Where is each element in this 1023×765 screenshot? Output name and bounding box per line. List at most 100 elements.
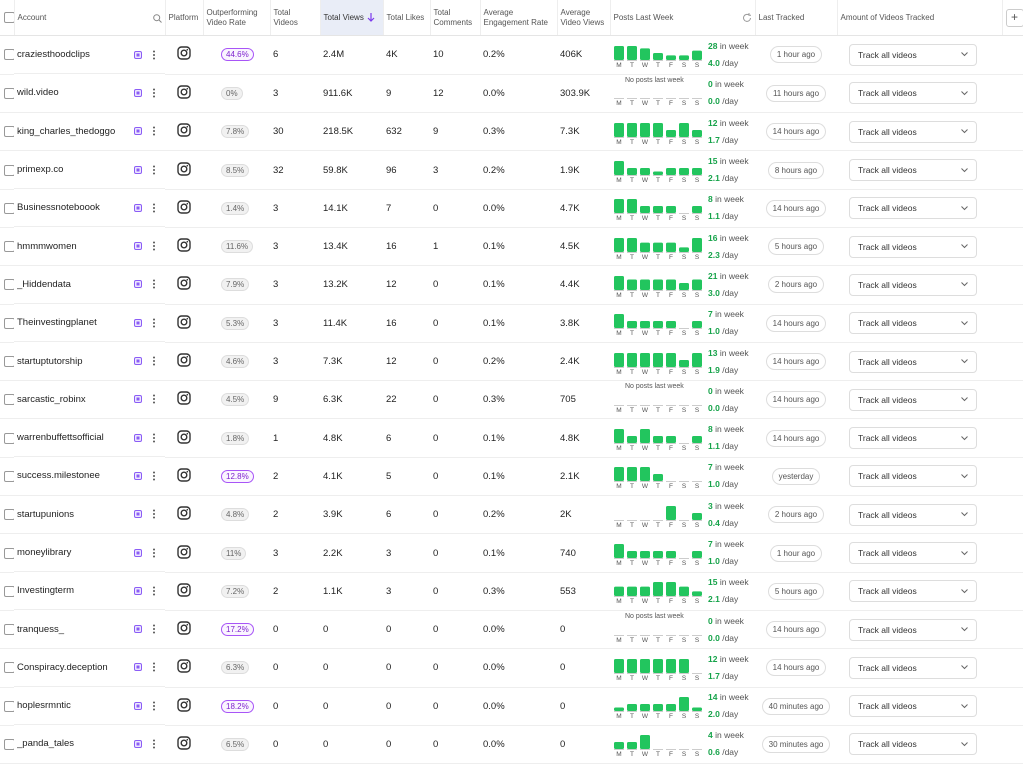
row-checkbox[interactable] xyxy=(4,87,14,99)
column-header[interactable]: Account xyxy=(14,0,166,36)
sort-arrow[interactable] xyxy=(367,12,375,22)
tag-icon[interactable] xyxy=(134,242,142,251)
instagram-icon[interactable] xyxy=(177,544,191,559)
more-menu[interactable] xyxy=(152,471,156,481)
account-name[interactable]: sarcastic_robinx xyxy=(17,393,86,405)
more-menu[interactable] xyxy=(152,318,156,328)
more-menu[interactable] xyxy=(152,165,156,175)
account-name[interactable]: primexp.co xyxy=(17,164,64,176)
tracking-dropdown[interactable]: Track all videos xyxy=(849,312,977,335)
instagram-icon[interactable] xyxy=(177,315,191,329)
tracking-dropdown[interactable]: Track all videos xyxy=(849,733,977,756)
row-checkbox[interactable] xyxy=(4,624,14,636)
column-header[interactable]: Total Views xyxy=(320,0,384,36)
instagram-icon[interactable] xyxy=(177,85,191,99)
instagram-icon[interactable] xyxy=(177,123,191,137)
tracking-dropdown[interactable]: Track all videos xyxy=(849,159,977,182)
account-name[interactable]: Theinvestingplanet xyxy=(17,317,97,329)
more-menu[interactable] xyxy=(152,739,156,749)
account-name[interactable]: moneylibrary xyxy=(17,547,72,558)
tracking-dropdown[interactable]: Track all videos xyxy=(849,427,977,450)
tracking-dropdown[interactable]: Track all videos xyxy=(849,618,977,641)
tracking-dropdown[interactable]: Track all videos xyxy=(849,350,977,373)
instagram-icon[interactable] xyxy=(177,736,191,750)
more-menu[interactable] xyxy=(152,586,156,596)
instagram-icon[interactable] xyxy=(177,46,191,61)
tracking-dropdown[interactable]: Track all videos xyxy=(849,120,977,143)
row-checkbox[interactable] xyxy=(4,49,14,61)
tag-icon[interactable] xyxy=(134,127,142,136)
more-menu[interactable] xyxy=(152,203,156,213)
tag-icon[interactable] xyxy=(134,586,142,595)
instagram-icon[interactable] xyxy=(177,583,191,597)
column-header[interactable]: Platform xyxy=(165,0,204,36)
account-name[interactable]: success.milestonee xyxy=(17,470,100,482)
tag-icon[interactable] xyxy=(134,395,142,404)
account-name[interactable]: hmmmwomen xyxy=(17,240,77,252)
row-checkbox[interactable] xyxy=(4,585,14,597)
tag-icon[interactable] xyxy=(134,471,142,480)
more-menu[interactable] xyxy=(152,509,156,519)
account-name[interactable]: warrenbuffettsofficial xyxy=(17,432,104,444)
instagram-icon[interactable] xyxy=(177,697,191,712)
more-menu[interactable] xyxy=(152,356,156,366)
account-name[interactable]: _Hiddendata xyxy=(17,278,71,290)
more-menu[interactable] xyxy=(152,662,156,672)
account-name[interactable]: Businessnoteboook xyxy=(17,202,100,214)
tag-icon[interactable] xyxy=(134,548,142,557)
tracking-dropdown[interactable]: Track all videos xyxy=(849,503,977,526)
tag-icon[interactable] xyxy=(134,357,142,366)
tag-icon[interactable] xyxy=(134,203,142,212)
column-header[interactable]: Last Tracked xyxy=(755,0,838,36)
tag-icon[interactable] xyxy=(134,318,142,327)
account-name[interactable]: craziesthoodclips xyxy=(17,49,90,61)
instagram-icon[interactable] xyxy=(177,238,191,252)
refresh-icon[interactable] xyxy=(742,12,752,23)
tracking-dropdown[interactable]: Track all videos xyxy=(849,82,977,105)
instagram-icon[interactable] xyxy=(177,353,191,367)
tracking-dropdown[interactable]: Track all videos xyxy=(849,695,977,718)
instagram-icon[interactable] xyxy=(177,161,191,176)
row-checkbox[interactable] xyxy=(4,662,14,674)
row-checkbox[interactable] xyxy=(4,241,14,253)
column-header[interactable]: Amount of Videos Tracked xyxy=(837,0,1003,36)
tracking-dropdown[interactable]: Track all videos xyxy=(849,465,977,488)
tracking-dropdown[interactable]: Track all videos xyxy=(849,273,977,296)
row-checkbox[interactable] xyxy=(4,470,14,482)
account-name[interactable]: hoplesrmntic xyxy=(17,700,71,712)
instagram-icon[interactable] xyxy=(177,621,191,635)
more-menu[interactable] xyxy=(152,126,156,136)
tracking-dropdown[interactable]: Track all videos xyxy=(849,580,977,603)
row-checkbox[interactable] xyxy=(4,164,14,176)
tag-icon[interactable] xyxy=(134,280,142,289)
instagram-icon[interactable] xyxy=(177,506,191,520)
instagram-icon[interactable] xyxy=(177,429,191,444)
row-checkbox[interactable] xyxy=(4,738,14,750)
tracking-dropdown[interactable]: Track all videos xyxy=(849,43,977,66)
row-checkbox[interactable] xyxy=(4,509,14,521)
column-header[interactable]: Total Videos xyxy=(270,0,321,36)
instagram-icon[interactable] xyxy=(177,276,191,291)
column-header[interactable]: Average Video Views xyxy=(557,0,611,36)
row-checkbox[interactable] xyxy=(4,432,14,444)
row-checkbox[interactable] xyxy=(4,547,14,559)
column-header[interactable]: Total Comments xyxy=(430,0,481,36)
more-menu[interactable] xyxy=(152,88,156,98)
row-checkbox[interactable] xyxy=(4,279,14,291)
more-menu[interactable] xyxy=(152,701,156,711)
row-checkbox[interactable] xyxy=(4,394,14,406)
account-name[interactable]: startuptutorship xyxy=(17,355,83,367)
instagram-icon[interactable] xyxy=(177,391,191,406)
tracking-dropdown[interactable]: Track all videos xyxy=(849,656,977,679)
more-menu[interactable] xyxy=(152,279,156,289)
instagram-icon[interactable] xyxy=(177,200,191,214)
column-header[interactable]: Outperforming Video Rate xyxy=(203,0,271,36)
tag-icon[interactable] xyxy=(134,165,142,174)
tag-icon[interactable] xyxy=(134,625,142,634)
tag-icon[interactable] xyxy=(134,663,142,672)
account-name[interactable]: king_charles_thedoggo xyxy=(17,125,116,137)
more-menu[interactable] xyxy=(152,241,156,251)
more-menu[interactable] xyxy=(152,548,156,558)
account-name[interactable]: wild.video xyxy=(17,87,59,99)
tag-icon[interactable] xyxy=(134,739,142,748)
